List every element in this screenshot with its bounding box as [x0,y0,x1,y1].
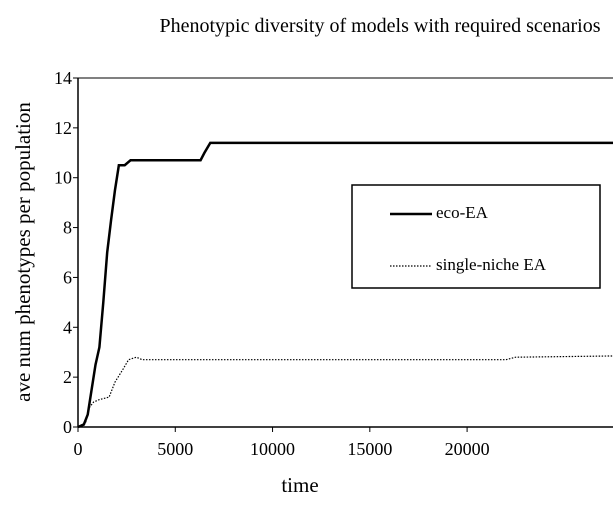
y-axis-label: ave num phenotypes per population [11,102,35,402]
legend-label: single-niche EA [436,255,547,274]
y-tick-label: 2 [63,367,72,387]
legend-label: eco-EA [436,203,489,222]
y-tick-label: 8 [63,218,72,238]
y-tick-label: 12 [54,118,72,138]
line-series [77,355,613,428]
x-tick-label: 10000 [250,439,295,459]
x-tick-label: 0 [74,439,83,459]
line-series [77,141,613,429]
y-tick-label: 4 [63,317,72,337]
y-tick-label: 14 [54,68,72,88]
y-tick-label: 0 [63,417,72,437]
y-tick-label: 6 [63,267,72,287]
legend-box [351,184,601,289]
y-tick-label: 10 [54,168,72,188]
x-tick-label: 5000 [157,439,193,459]
x-tick-label: 15000 [347,439,392,459]
chart-title: Phenotypic diversity of models with requ… [159,15,601,37]
x-tick-label: 20000 [445,439,490,459]
x-axis-label: time [281,473,318,497]
